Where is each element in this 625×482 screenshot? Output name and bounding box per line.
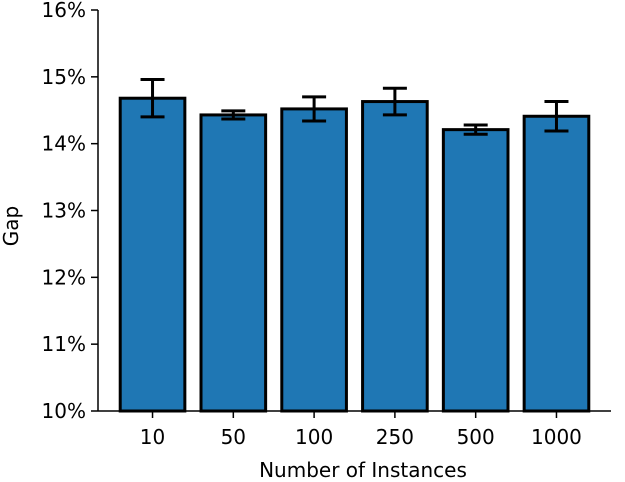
error-bar-100: [302, 95, 327, 123]
y-tick-label: 13%: [42, 199, 86, 223]
y-axis-label: Gap: [0, 206, 23, 246]
y-tick-label: 15%: [42, 65, 86, 89]
bar-50: [199, 113, 268, 413]
error-bar-1000: [544, 100, 569, 133]
bar-10: [118, 96, 187, 413]
y-tick-label: 12%: [42, 265, 86, 289]
y-tick-label: 14%: [42, 132, 86, 156]
y-tick-label: 16%: [42, 0, 86, 22]
y-tick-label: 11%: [42, 332, 86, 356]
x-tick-label: 250: [376, 425, 414, 449]
x-tick-label: 50: [221, 425, 246, 449]
x-ticks-group: 10 50 100 250 500 1000: [140, 411, 582, 449]
bar-500: [441, 128, 510, 413]
x-tick-label: 10: [140, 425, 165, 449]
x-tick-label: 500: [457, 425, 495, 449]
error-bar-250: [382, 86, 407, 117]
bar-100: [280, 107, 348, 413]
x-tick-label: 1000: [531, 425, 582, 449]
bar-250: [361, 100, 429, 413]
bar-1000: [522, 114, 591, 413]
error-bar-500: [463, 123, 488, 136]
y-tick-label: 10%: [42, 399, 86, 423]
bars-group: [118, 96, 591, 413]
error-bar-10: [140, 78, 165, 119]
error-bars-group: [140, 78, 569, 136]
x-tick-label: 100: [295, 425, 333, 449]
y-ticks-group: 10% 11% 12% 13% 14% 15% 16%: [42, 0, 98, 423]
x-axis-label: Number of Instances: [259, 458, 467, 482]
error-bar-50: [221, 109, 246, 121]
